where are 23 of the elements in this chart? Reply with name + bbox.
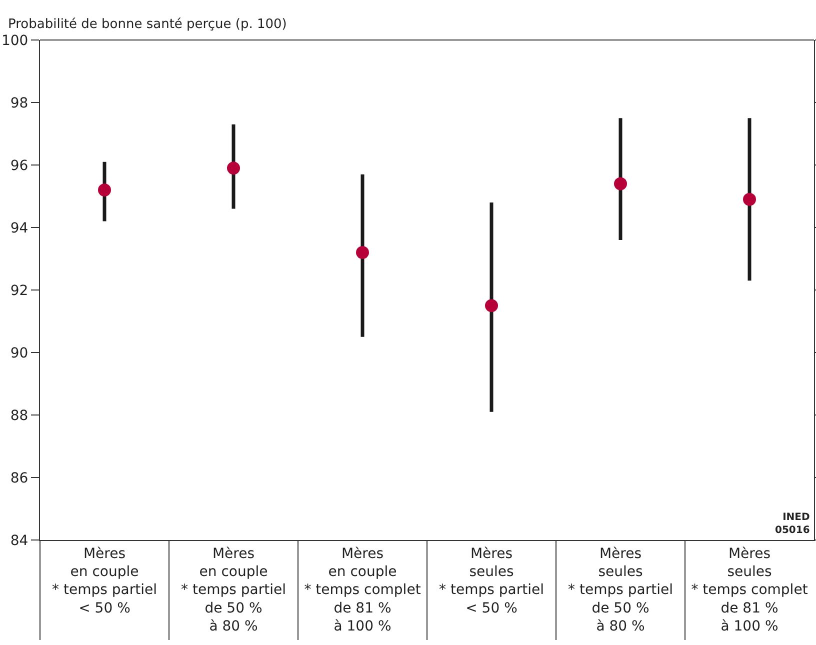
annotation: INED 05016 [775, 512, 810, 536]
point [98, 184, 111, 196]
y-tick-label: 84 [10, 532, 28, 549]
x-tick-label: Mères seules * temps partiel de 50 % à 80 % [568, 546, 673, 635]
x-tick-label: Mères seules * temps partiel < 50 % [439, 546, 544, 616]
y-tick-label: 90 [10, 345, 28, 362]
point [356, 246, 369, 259]
y-tick-label: 98 [10, 95, 28, 112]
y-tick-label: 88 [10, 408, 28, 424]
x-tick-label: Mères seules * temps complet de 81 % à 100 % [691, 546, 808, 635]
x-tick-label: Mères en couple * temps partiel de 50 % à 80 % [181, 546, 286, 635]
point [743, 192, 756, 206]
x-tick-label: Mères en couple * temps partiel < 50 % [52, 546, 157, 616]
point [485, 299, 498, 312]
point [227, 162, 240, 175]
point [614, 177, 627, 190]
y-tick-label: 100 [1, 32, 28, 49]
y-axis-title: Probabilité de bonne santé perçue (p. 100) [8, 17, 287, 32]
y-tick-label: 94 [10, 220, 28, 236]
y-tick-label: 86 [10, 470, 28, 486]
x-tick-label: Mères en couple * temps complet de 81 % à 100 % [304, 546, 422, 635]
y-tick-label: 96 [10, 158, 28, 174]
y-tick-label: 92 [10, 282, 28, 299]
